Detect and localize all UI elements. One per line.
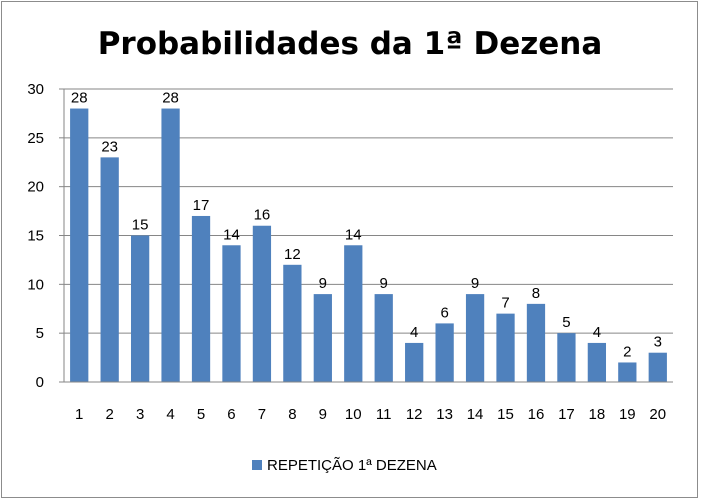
data-label: 15 xyxy=(132,217,149,234)
data-label: 28 xyxy=(162,90,179,107)
x-tick-label: 4 xyxy=(166,406,174,423)
x-tick-label: 3 xyxy=(136,406,144,423)
bar xyxy=(587,342,607,382)
x-tick-label: 17 xyxy=(558,406,575,423)
x-tick-label: 13 xyxy=(436,406,453,423)
legend: REPETIÇÃO 1ª DEZENA xyxy=(252,457,437,474)
y-tick-label: 0 xyxy=(36,374,44,391)
y-tick-label: 25 xyxy=(27,130,44,147)
y-tick-label: 5 xyxy=(36,325,44,342)
bar xyxy=(557,333,576,382)
x-tick-label: 20 xyxy=(649,406,666,423)
legend-label: REPETIÇÃO 1ª DEZENA xyxy=(267,457,437,474)
bar xyxy=(252,225,272,382)
x-tick-label: 2 xyxy=(106,406,114,423)
data-label: 5 xyxy=(562,314,570,331)
bar xyxy=(405,342,424,382)
y-tick-label: 30 xyxy=(27,81,44,98)
bar xyxy=(435,323,454,382)
data-label: 28 xyxy=(71,90,88,107)
bar xyxy=(70,108,89,383)
data-label: 14 xyxy=(345,226,362,243)
y-tick-label: 20 xyxy=(27,179,44,196)
x-tick-label: 10 xyxy=(345,406,362,423)
x-axis: 1 2 3 4 5 6 7 8 9 10 11 12 13 14 15 16 17 18 19 20 xyxy=(64,381,673,423)
x-tick-label: 14 xyxy=(467,406,484,423)
x-tick-label: 8 xyxy=(288,406,296,423)
bar xyxy=(344,245,363,382)
bar xyxy=(283,264,302,382)
x-tick-label: 16 xyxy=(528,406,545,423)
x-tick-label: 6 xyxy=(227,406,235,423)
data-label: 9 xyxy=(319,275,327,292)
data-label: 9 xyxy=(380,275,388,292)
x-tick-label: 12 xyxy=(406,406,423,423)
bar xyxy=(374,294,393,382)
data-label: 6 xyxy=(440,304,448,321)
bar xyxy=(465,294,485,382)
bar xyxy=(496,313,515,382)
y-axis: 0 5 10 15 20 25 30 xyxy=(27,81,65,391)
bars xyxy=(70,108,667,383)
x-tick-label: 7 xyxy=(258,406,266,423)
bar xyxy=(100,157,119,382)
x-tick-label: 15 xyxy=(497,406,514,423)
data-label: 8 xyxy=(532,285,540,302)
data-label: 23 xyxy=(101,138,118,155)
data-label: 9 xyxy=(471,275,479,292)
y-tick-label: 15 xyxy=(27,228,44,245)
bar xyxy=(618,362,637,382)
data-label: 3 xyxy=(654,334,662,351)
legend-swatch xyxy=(252,460,262,470)
gridlines xyxy=(64,88,673,334)
data-label: 2 xyxy=(623,343,631,360)
x-tick-label: 11 xyxy=(376,406,392,423)
x-tick-label: 1 xyxy=(75,406,83,423)
bar xyxy=(191,215,211,382)
data-label: 17 xyxy=(193,197,210,214)
x-tick-label: 9 xyxy=(319,406,327,423)
data-label: 4 xyxy=(410,324,418,341)
data-label: 16 xyxy=(254,207,271,224)
x-tick-label: 18 xyxy=(589,406,606,423)
y-tick-label: 10 xyxy=(27,276,44,293)
bar xyxy=(222,245,241,382)
x-tick-label: 5 xyxy=(197,406,205,423)
bar xyxy=(313,294,332,382)
bar xyxy=(161,108,180,383)
bar xyxy=(648,352,667,382)
bar xyxy=(526,303,546,382)
data-label: 12 xyxy=(284,246,301,263)
data-label: 7 xyxy=(501,295,509,312)
x-tick-label: 19 xyxy=(619,406,636,423)
data-label: 4 xyxy=(593,324,601,341)
bar xyxy=(130,235,150,382)
data-label: 14 xyxy=(223,226,240,243)
chart-title: Probabilidades da 1ª Dezena xyxy=(98,26,603,62)
